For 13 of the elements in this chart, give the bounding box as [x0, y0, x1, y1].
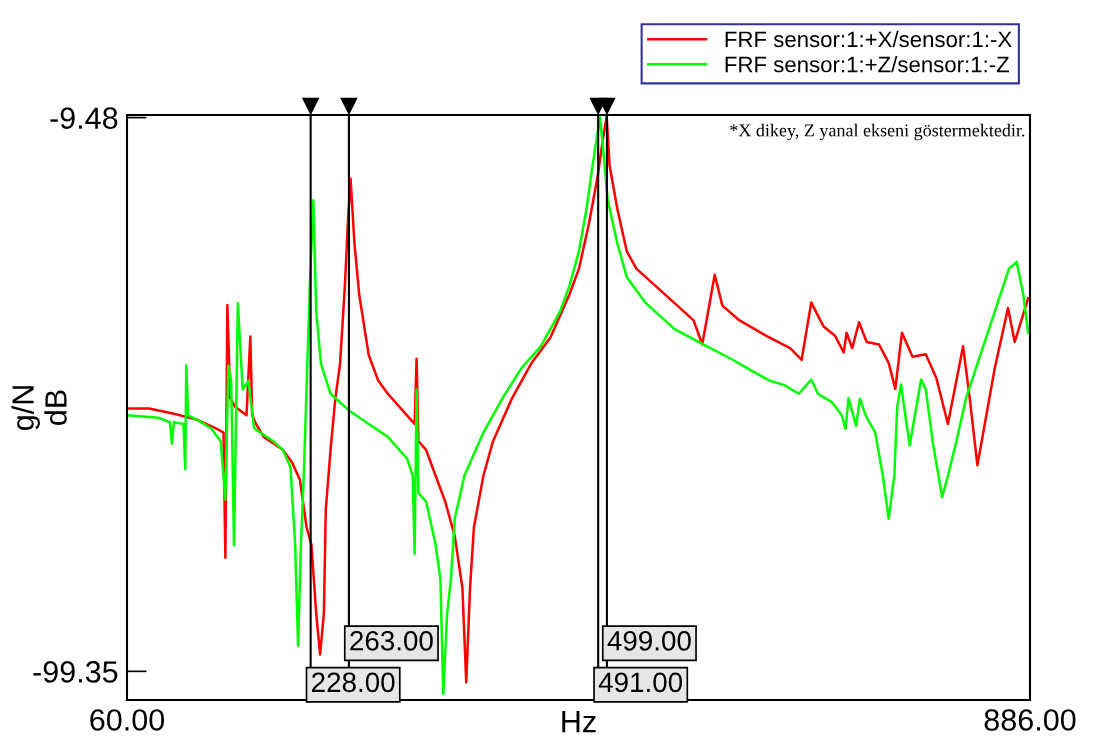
y-tick-label: -99.35 — [33, 661, 118, 683]
legend-label: FRF sensor:1:+X/sensor:1:-X — [725, 30, 1012, 48]
ref-line-label: 263.00 — [350, 630, 433, 651]
y-axis-title: g/N dB — [11, 386, 67, 430]
legend-label: FRF sensor:1:+Z/sensor:1:-Z — [725, 56, 1010, 73]
y-tick-label: -9.48 — [50, 107, 118, 129]
x-tick-label: 886.00 — [984, 709, 1076, 731]
x-tick-label: 60.00 — [90, 709, 165, 731]
annotation: *X dikey, Z yanal ekseni göstermektedir. — [730, 123, 1025, 141]
x-axis-title: Hz — [562, 711, 596, 733]
ref-line-label: 499.00 — [607, 630, 691, 651]
ref-line-label: 491.00 — [598, 672, 683, 693]
ref-line-label: 228.00 — [312, 672, 395, 693]
